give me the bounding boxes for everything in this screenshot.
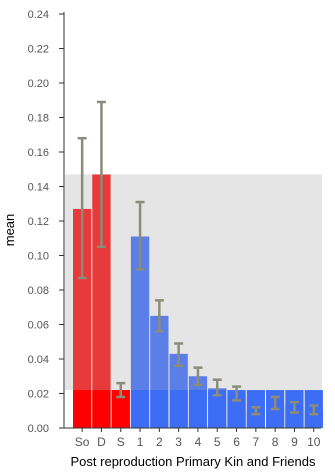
x-tick-label: 2 <box>156 435 163 449</box>
y-tick-label: 0.08 <box>28 285 49 297</box>
x-axis-label: Post reproduction Primary Kin and Friend… <box>71 454 316 469</box>
bar-1 <box>130 236 150 428</box>
x-tick-label: 7 <box>253 435 260 449</box>
y-tick-label: 0.14 <box>28 182 49 194</box>
bar-baseline-So <box>73 390 92 428</box>
x-tick-label: So <box>75 435 90 449</box>
error-bar-4 <box>193 366 203 387</box>
bar-baseline-1 <box>130 390 150 428</box>
x-tick-label: S <box>117 435 125 449</box>
y-tick-label: 0.10 <box>28 251 49 263</box>
x-tick-label: 1 <box>137 435 144 449</box>
y-tick-label: 0.20 <box>28 78 49 90</box>
bar-D <box>92 174 111 428</box>
bar-baseline-4 <box>188 390 208 428</box>
x-tick-label: 3 <box>175 435 182 449</box>
y-tick-label: 0.16 <box>28 147 49 159</box>
y-tick-label: 0.00 <box>28 423 49 435</box>
error-bar-5 <box>212 378 222 397</box>
y-tick-label: 0.18 <box>28 113 49 125</box>
error-bar-3 <box>174 342 184 368</box>
error-bar-2 <box>154 299 164 333</box>
bar-baseline-5 <box>208 390 227 428</box>
error-bar-So <box>77 136 87 280</box>
bar-So <box>73 208 92 428</box>
bar-baseline-3 <box>169 390 188 428</box>
bar-baseline-6 <box>227 390 246 428</box>
x-tick-label: 5 <box>214 435 221 449</box>
bar-baseline-S <box>111 390 130 428</box>
error-bar-6 <box>232 385 242 402</box>
error-bar-S <box>116 381 126 399</box>
error-bar-10 <box>309 404 319 416</box>
error-bar-7 <box>251 406 261 416</box>
error-bar-8 <box>270 395 280 411</box>
y-axis-ticks: 0.00 0.02 0.04 0.06 0.08 0.10 0.12 0.14 0.16 0.18… <box>28 9 64 435</box>
x-tick-label: 9 <box>291 435 298 449</box>
x-axis-ticks: So D S 1 2 3 4 5 6 7 8 9 10 <box>75 428 321 449</box>
bar-baseline-2 <box>150 390 169 428</box>
y-tick-label: 0.04 <box>28 354 49 366</box>
bar-baseline-D <box>92 390 111 428</box>
x-tick-label: 6 <box>233 435 240 449</box>
error-bar-D <box>96 100 106 249</box>
y-tick-label: 0.24 <box>28 9 49 21</box>
y-tick-label: 0.12 <box>28 216 49 228</box>
y-tick-label: 0.02 <box>28 389 49 401</box>
error-bars <box>77 100 319 416</box>
y-axis-label: mean <box>2 214 17 247</box>
x-tick-label: 10 <box>307 435 321 449</box>
x-tick-label: 4 <box>195 435 202 449</box>
x-tick-label: D <box>97 435 106 449</box>
error-bar-1 <box>135 200 145 271</box>
x-tick-label: 8 <box>272 435 279 449</box>
y-tick-label: 0.06 <box>28 320 49 332</box>
error-bar-9 <box>289 400 299 414</box>
y-tick-label: 0.22 <box>28 44 49 56</box>
